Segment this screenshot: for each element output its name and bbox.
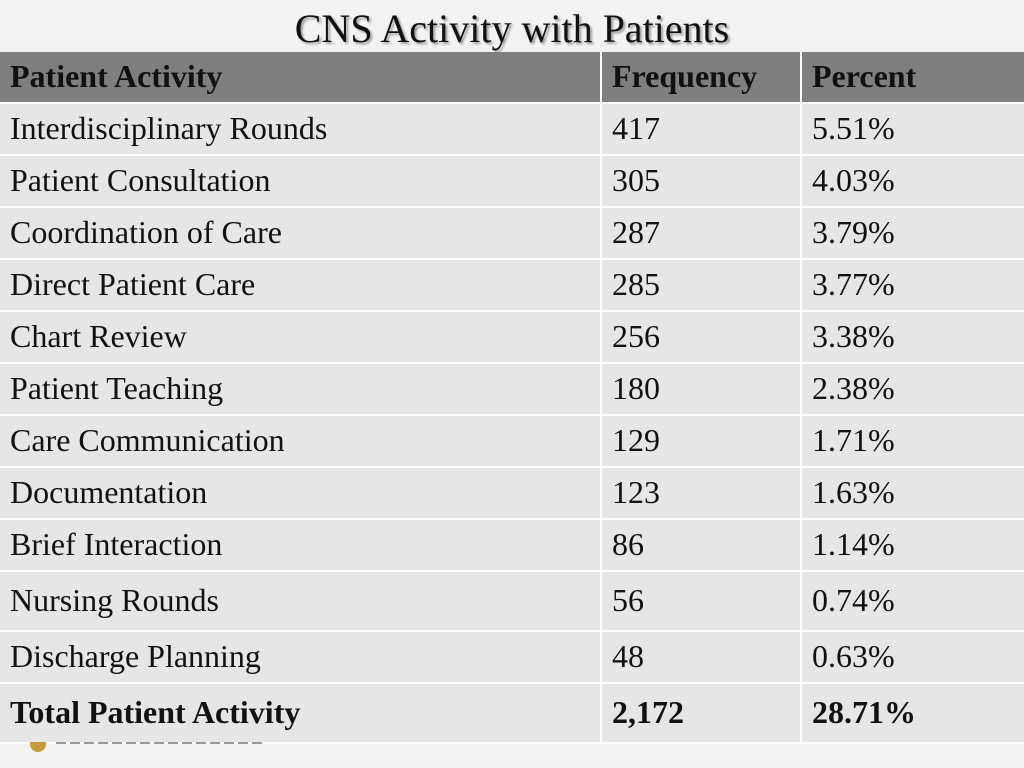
activity-cell: Patient Teaching — [0, 364, 602, 414]
frequency-cell: 56 — [602, 572, 802, 630]
table-row: Patient Consultation 305 4.03% — [0, 156, 1024, 208]
percent-cell: 1.71% — [802, 416, 1024, 466]
logo-text-graphic — [56, 742, 266, 744]
column-header-percent: Percent — [802, 52, 1024, 102]
activity-cell: Chart Review — [0, 312, 602, 362]
percent-cell: 1.14% — [802, 520, 1024, 570]
activity-cell: Direct Patient Care — [0, 260, 602, 310]
table-row: Care Communication 129 1.71% — [0, 416, 1024, 468]
table-row: Nursing Rounds 56 0.74% — [0, 572, 1024, 632]
frequency-cell: 287 — [602, 208, 802, 258]
table-row: Direct Patient Care 285 3.77% — [0, 260, 1024, 312]
footer-logo — [24, 742, 284, 752]
total-percent-cell: 28.71% — [802, 684, 1024, 742]
table-total-row: Total Patient Activity 2,172 28.71% — [0, 684, 1024, 744]
percent-cell: 1.63% — [802, 468, 1024, 518]
slide-title: CNS Activity with Patients — [294, 6, 730, 51]
percent-cell: 3.77% — [802, 260, 1024, 310]
frequency-cell: 285 — [602, 260, 802, 310]
frequency-cell: 417 — [602, 104, 802, 154]
total-frequency-cell: 2,172 — [602, 684, 802, 742]
activity-cell: Documentation — [0, 468, 602, 518]
frequency-cell: 129 — [602, 416, 802, 466]
table-row: Brief Interaction 86 1.14% — [0, 520, 1024, 572]
percent-cell: 2.38% — [802, 364, 1024, 414]
activity-cell: Interdisciplinary Rounds — [0, 104, 602, 154]
percent-cell: 3.38% — [802, 312, 1024, 362]
column-header-activity: Patient Activity — [0, 52, 602, 102]
percent-cell: 4.03% — [802, 156, 1024, 206]
activity-cell: Discharge Planning — [0, 632, 602, 682]
total-activity-cell: Total Patient Activity — [0, 684, 602, 742]
percent-cell: 5.51% — [802, 104, 1024, 154]
table-row: Coordination of Care 287 3.79% — [0, 208, 1024, 260]
activity-cell: Coordination of Care — [0, 208, 602, 258]
activity-cell: Brief Interaction — [0, 520, 602, 570]
table-row: Documentation 123 1.63% — [0, 468, 1024, 520]
activity-table: Patient Activity Frequency Percent Inter… — [0, 52, 1024, 744]
table-row: Chart Review 256 3.38% — [0, 312, 1024, 364]
percent-cell: 0.74% — [802, 572, 1024, 630]
frequency-cell: 86 — [602, 520, 802, 570]
table-row: Patient Teaching 180 2.38% — [0, 364, 1024, 416]
frequency-cell: 48 — [602, 632, 802, 682]
activity-cell: Nursing Rounds — [0, 572, 602, 630]
frequency-cell: 256 — [602, 312, 802, 362]
table-header-row: Patient Activity Frequency Percent — [0, 52, 1024, 104]
activity-cell: Patient Consultation — [0, 156, 602, 206]
percent-cell: 0.63% — [802, 632, 1024, 682]
frequency-cell: 180 — [602, 364, 802, 414]
shield-icon — [30, 742, 46, 752]
table-row: Discharge Planning 48 0.63% — [0, 632, 1024, 684]
activity-cell: Care Communication — [0, 416, 602, 466]
frequency-cell: 123 — [602, 468, 802, 518]
table-row: Interdisciplinary Rounds 417 5.51% — [0, 104, 1024, 156]
frequency-cell: 305 — [602, 156, 802, 206]
percent-cell: 3.79% — [802, 208, 1024, 258]
column-header-frequency: Frequency — [602, 52, 802, 102]
